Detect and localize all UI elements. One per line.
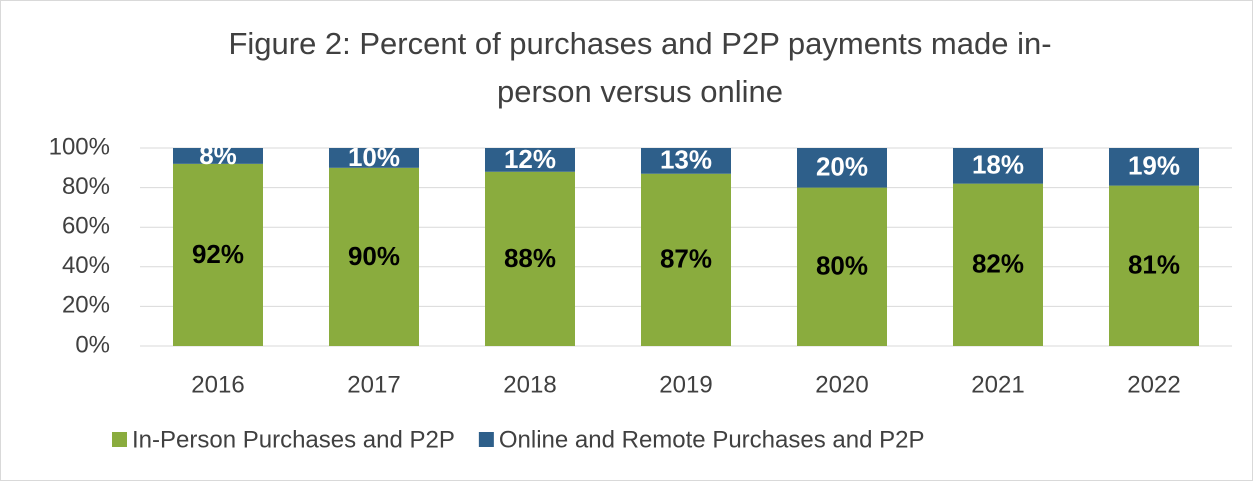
- bar-segment: [329, 167, 419, 346]
- x-tick-label: 2018: [503, 371, 556, 398]
- data-label: 80%: [816, 251, 868, 281]
- data-label: 13%: [660, 145, 712, 175]
- legend-label: Online and Remote Purchases and P2P: [499, 426, 925, 453]
- data-label: 87%: [660, 244, 712, 274]
- data-label: 82%: [972, 249, 1024, 279]
- data-label: 20%: [816, 152, 868, 182]
- bar-segment: [485, 171, 575, 346]
- y-tick-label: 80%: [62, 173, 110, 200]
- y-tick-label: 0%: [75, 331, 110, 358]
- x-tick-label: 2016: [191, 371, 244, 398]
- bar-segment: [485, 148, 575, 172]
- bar-segment: [641, 173, 731, 346]
- y-tick-label: 60%: [62, 213, 110, 240]
- chart-title: Figure 2: Percent of purchases and P2P p…: [228, 26, 1052, 109]
- x-tick-label: 2019: [659, 371, 712, 398]
- bar-segment: [953, 183, 1043, 346]
- x-tick-label: 2021: [971, 371, 1024, 398]
- legend-swatch: [112, 432, 127, 447]
- legend-swatch: [478, 432, 494, 447]
- data-label: 12%: [504, 144, 556, 174]
- y-tick-label: 40%: [62, 252, 110, 279]
- data-label: 92%: [192, 239, 244, 269]
- bar-segment: [329, 148, 419, 168]
- legend-label: In-Person Purchases and P2P: [132, 426, 455, 453]
- bar-segment: [173, 148, 263, 164]
- bar-segment: [797, 148, 887, 188]
- x-tick-label: 2020: [815, 371, 868, 398]
- bar-segment: [797, 187, 887, 346]
- bar-segment: [641, 148, 731, 174]
- data-label: 88%: [504, 243, 556, 273]
- bar-segment: [173, 163, 263, 346]
- bar-segment: [1109, 185, 1199, 346]
- data-label: 90%: [348, 241, 400, 271]
- x-tick-label: 2017: [347, 371, 400, 398]
- bar-segment: [953, 148, 1043, 184]
- x-tick-label: 2022: [1127, 371, 1180, 398]
- bar-segment: [1109, 148, 1199, 186]
- data-label: 81%: [1128, 250, 1180, 280]
- data-label: 19%: [1128, 151, 1180, 181]
- y-tick-label: 100%: [49, 133, 110, 160]
- y-tick-label: 20%: [62, 292, 110, 319]
- data-label: 8%: [199, 140, 237, 170]
- data-label: 18%: [972, 150, 1024, 180]
- data-label: 10%: [348, 142, 400, 172]
